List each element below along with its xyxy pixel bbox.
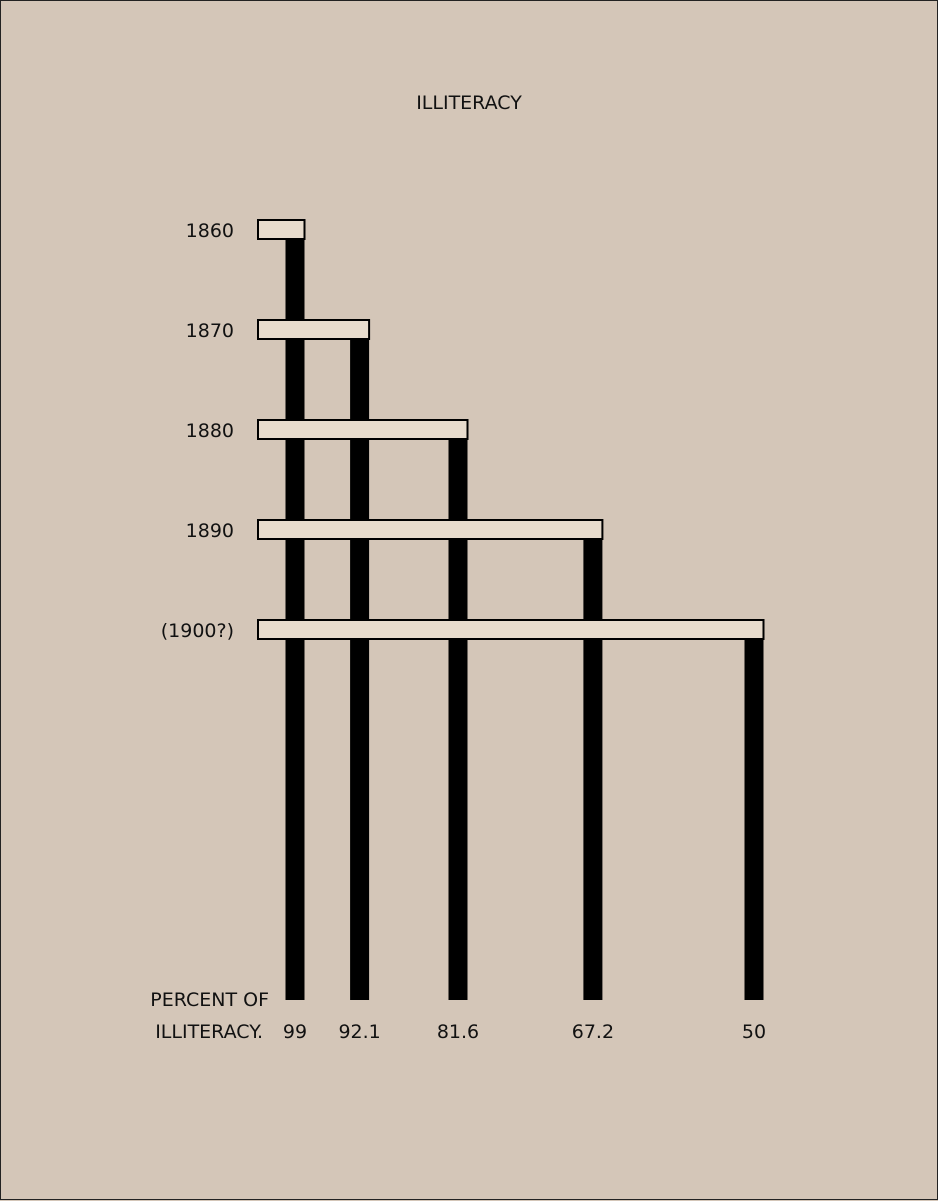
post-0 — [285, 220, 305, 1000]
label-layer: ILLITERACY PERCENT OF ILLITERACY. 1860 99… — [150, 92, 766, 1043]
value-label-2: 81.6 — [437, 1021, 479, 1043]
value-label-4: 50 — [742, 1021, 766, 1043]
category-label-0: 1860 — [186, 220, 234, 242]
bar-2 — [257, 419, 469, 440]
category-label-3: 1890 — [186, 520, 234, 542]
chart-title: ILLITERACY — [416, 92, 522, 114]
post-2 — [448, 420, 468, 1000]
axis-label-line1: PERCENT OF — [150, 989, 269, 1011]
category-label-4: (1900?) — [161, 620, 234, 642]
post-4 — [744, 620, 764, 1000]
bar-layer — [257, 219, 765, 640]
bar-1 — [257, 319, 371, 340]
category-label-2: 1880 — [186, 420, 234, 442]
category-label-1: 1870 — [186, 320, 234, 342]
post-1 — [350, 320, 370, 1000]
value-label-0: 99 — [283, 1021, 307, 1043]
bar-4 — [257, 619, 765, 640]
bar-0 — [257, 219, 306, 240]
value-label-1: 92.1 — [338, 1021, 380, 1043]
bar-3 — [257, 519, 604, 540]
post-3 — [583, 520, 603, 1000]
axis-label-line2: ILLITERACY. — [155, 1021, 263, 1043]
value-label-3: 67.2 — [572, 1021, 614, 1043]
